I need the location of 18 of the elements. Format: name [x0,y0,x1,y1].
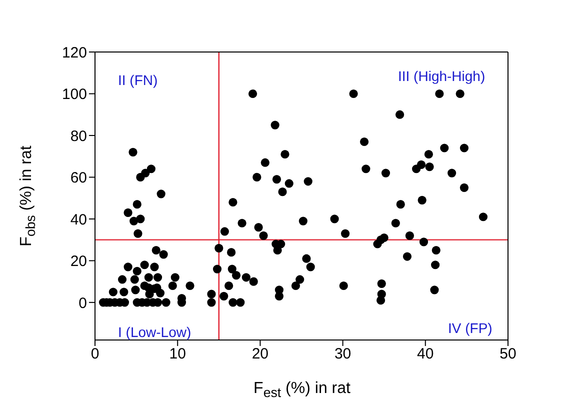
x-tick-label: 40 [417,346,434,363]
y-tick-label: 40 [70,211,87,228]
x-tick-label: 50 [500,346,516,363]
y-tick-label: 80 [70,128,87,145]
x-tick-label: 0 [90,346,100,363]
x-tick-label: 10 [169,346,186,363]
y-tick-label: 60 [70,170,87,187]
annotation: III (High-High) [398,68,486,84]
y-tick-label: 0 [78,294,87,312]
y-tick-label: 120 [62,44,87,62]
annotation: IV (FP) [448,320,492,336]
x-axis-title: F$_{est}$ (%) in rat [252,380,352,400]
annotation: II (FN) [118,72,158,88]
x-tick-label: 30 [334,346,352,363]
x-tick-label: 20 [252,346,269,363]
y-tick-label: 100 [62,86,87,104]
annotation: I (Low-Low) [118,324,192,340]
y-tick-label: 20 [70,253,87,270]
